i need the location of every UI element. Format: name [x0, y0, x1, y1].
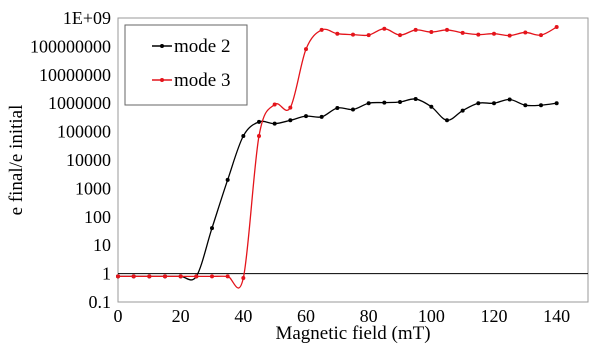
series-2-point [413, 27, 418, 32]
y-tick-label: 1 [102, 264, 111, 284]
series-2-point [554, 25, 559, 30]
series-2-point [445, 27, 449, 32]
series-1-point [523, 103, 528, 108]
plot-area-border [117, 17, 589, 303]
series-2-point [147, 274, 152, 279]
series-layer [116, 25, 559, 289]
x-tick-label: 0 [114, 306, 123, 326]
legend-swatch-marker [160, 78, 164, 82]
series-2-point [351, 32, 355, 37]
series-2-point [429, 30, 434, 35]
series-2-point [257, 134, 261, 138]
series-2-point [507, 33, 512, 38]
series-1-line [117, 98, 557, 281]
series-2-point [178, 274, 183, 279]
series-1-point [492, 101, 496, 106]
y-tick-label: 100000000 [30, 36, 111, 56]
series-2-point [210, 274, 214, 279]
y-tick-label: 10000 [66, 150, 111, 170]
series-2 [116, 25, 559, 289]
series-1-point [241, 134, 246, 138]
series-1-point [272, 121, 277, 126]
y-tick-label: 0.1 [89, 292, 112, 312]
legend-item: mode 3 [152, 70, 230, 91]
y-tick-label: 1000 [75, 178, 111, 198]
x-tick-label: 80 [360, 306, 378, 326]
x-tick-label: 20 [172, 306, 190, 326]
series-2-point [163, 274, 167, 279]
series-1-point [507, 97, 512, 102]
series-2-point [194, 274, 199, 279]
series-2-point [116, 274, 120, 279]
series-1-point [304, 114, 308, 119]
series-2-point [398, 33, 402, 38]
series-2-point [131, 274, 136, 279]
y-tick-label: 1000000 [48, 93, 111, 113]
series-1-point [460, 108, 465, 113]
series-1-point [429, 104, 434, 109]
series-2-point [304, 47, 308, 52]
series-1-point [225, 177, 230, 182]
x-axis-title: Magnetic field (mT) [275, 323, 430, 344]
series-2-point [288, 105, 293, 110]
series-1-point [335, 105, 340, 110]
series-1 [116, 97, 559, 281]
series-2-point [366, 33, 371, 38]
series-2-point [492, 31, 496, 36]
series-1-point [445, 118, 449, 123]
series-1-point [210, 226, 214, 231]
series-1-point [413, 97, 418, 102]
y-axis-title: e final/e initial [6, 105, 27, 216]
legend-item: mode 2 [152, 36, 230, 57]
chart-axes [117, 17, 589, 303]
legend-label: mode 2 [174, 36, 230, 57]
series-1-point [476, 101, 481, 106]
series-1-point [366, 101, 371, 106]
series-1-point [554, 101, 559, 106]
legend-label: mode 3 [174, 70, 230, 91]
y-tick-label: 10 [93, 235, 111, 255]
x-tick-label: 100 [418, 306, 445, 326]
series-1-point [288, 118, 293, 123]
series-1-point [319, 114, 324, 119]
series-2-line [117, 26, 557, 289]
legend: mode 2 mode 3 [124, 24, 248, 106]
series-1-point [351, 107, 355, 112]
series-1-point [382, 100, 387, 105]
series-2-point [241, 276, 246, 280]
series-2-point [382, 26, 387, 31]
series-2-point [476, 32, 481, 37]
series-2-point [335, 31, 340, 36]
y-tick-label: 1E+09 [63, 8, 111, 28]
series-1-point [539, 103, 543, 108]
tick-labels: 0 20 40 60 80 100 120 140 0.1 1 10 100 1000 10000 1000… [30, 8, 570, 326]
legend-box [124, 24, 248, 106]
x-tick-label: 140 [543, 306, 570, 326]
series-2-point [523, 30, 528, 35]
x-tick-label: 60 [297, 306, 315, 326]
series-2-point [539, 33, 543, 38]
legend-swatch-marker [160, 44, 164, 48]
series-2-point [225, 274, 230, 279]
y-tick-label: 10000000 [39, 65, 111, 85]
series-2-point [460, 30, 465, 35]
series-2-point [319, 27, 324, 32]
series-1-point [398, 100, 402, 105]
series-2-point [272, 102, 277, 107]
x-tick-label: 120 [481, 306, 508, 326]
y-tick-label: 100000 [57, 122, 111, 142]
y-tick-label: 100 [84, 207, 111, 227]
x-tick-label: 40 [234, 306, 252, 326]
series-1-point [257, 119, 261, 124]
